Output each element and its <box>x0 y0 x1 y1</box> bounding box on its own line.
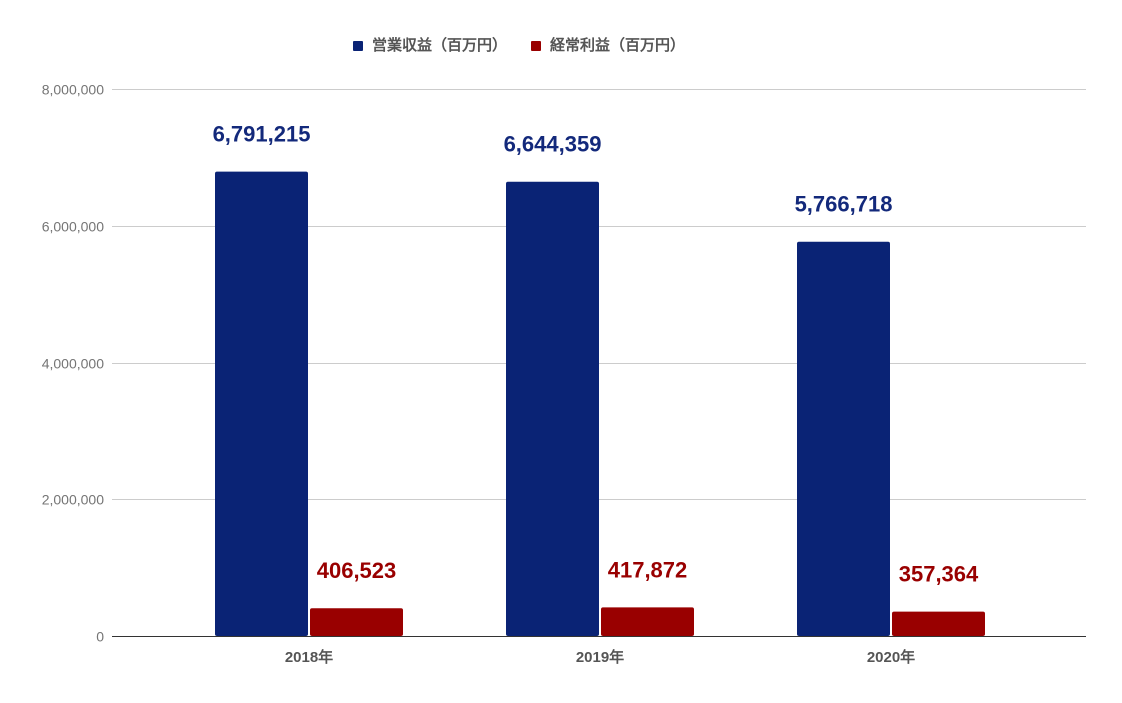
legend-item-ordinary-profit: 経常利益（百万円） <box>531 36 685 56</box>
y-tick-label: 2,000,000 <box>42 492 104 508</box>
bar-operating-revenue <box>506 181 599 636</box>
bar-operating-revenue <box>797 241 890 636</box>
x-tick-label: 2020年 <box>867 648 915 666</box>
legend-label-ordinary-profit: 経常利益（百万円） <box>550 37 686 54</box>
data-label-ordinary-profit: 357,364 <box>899 562 979 587</box>
legend-swatch-ordinary-profit <box>531 41 541 51</box>
data-label-operating-revenue: 5,766,718 <box>795 192 893 217</box>
data-label-operating-revenue: 6,791,215 <box>213 122 311 147</box>
y-tick-label: 6,000,000 <box>42 219 104 235</box>
data-label-operating-revenue: 6,644,359 <box>504 132 602 157</box>
x-tick-label: 2018年 <box>285 648 333 666</box>
x-tick-label: 2019年 <box>576 648 624 666</box>
data-label-ordinary-profit: 417,872 <box>608 557 688 582</box>
bar-ordinary-profit <box>601 607 694 636</box>
data-label-ordinary-profit: 406,523 <box>317 558 397 583</box>
bars: 6,791,215 406,523 6,644,359 417,872 5,766,71… <box>213 122 985 636</box>
y-axis: 0 2,000,000 4,000,000 6,000,000 8,000,000 <box>42 82 105 645</box>
x-axis: 2018年 2019年 2020年 <box>285 648 915 666</box>
bar-operating-revenue <box>215 171 308 636</box>
legend-swatch-operating-revenue <box>353 41 363 51</box>
bar-group: 5,766,718 357,364 <box>795 192 985 636</box>
bar-ordinary-profit <box>310 608 403 636</box>
y-tick-label: 8,000,000 <box>42 82 104 98</box>
legend-item-operating-revenue: 営業収益（百万円） <box>353 36 507 56</box>
legend: 営業収益（百万円） 経常利益（百万円） <box>0 0 1122 70</box>
bar-group: 6,791,215 406,523 <box>213 122 403 636</box>
y-tick-label: 0 <box>96 629 104 645</box>
bar-ordinary-profit <box>892 611 985 636</box>
bar-group: 6,644,359 417,872 <box>504 132 694 636</box>
y-tick-label: 4,000,000 <box>42 356 104 372</box>
legend-label-operating-revenue: 営業収益（百万円） <box>372 37 508 54</box>
